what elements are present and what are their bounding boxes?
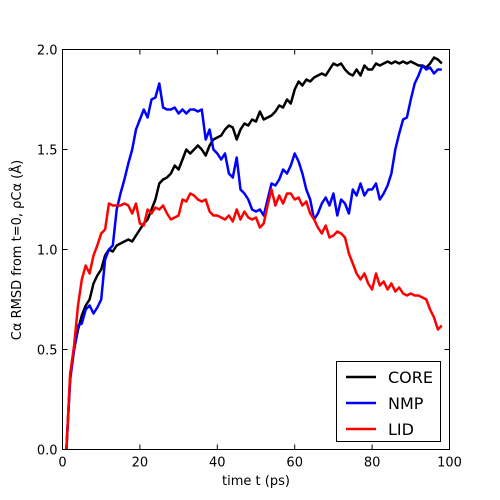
y-tick-label: 1.5 <box>37 144 58 159</box>
y-tick-label: 1.0 <box>37 244 58 259</box>
x-tick-label: 40 <box>209 456 226 471</box>
legend: CORE NMP LID <box>336 361 441 442</box>
x-tick-label: 20 <box>132 456 149 471</box>
y-tick-label: 0.0 <box>37 444 58 459</box>
y-tick-label: 2.0 <box>37 44 58 59</box>
legend-box <box>336 361 441 442</box>
ticks-layer: 0 20 40 60 80 100 0.0 0.5 1.0 1.5 2.0 <box>37 44 462 471</box>
legend-label-lid: LID <box>388 420 414 439</box>
series-line-core <box>65 56 443 450</box>
series-line-lid <box>65 188 443 450</box>
x-tick-label: 80 <box>364 456 381 471</box>
y-tick-label: 0.5 <box>37 344 58 359</box>
x-tick-label: 100 <box>437 456 462 471</box>
x-axis-label: time t (ps) <box>222 474 290 489</box>
x-tick-label: 0 <box>58 456 66 471</box>
series-line-nmp <box>65 64 442 450</box>
legend-label-core: CORE <box>388 368 433 387</box>
x-tick-label: 60 <box>286 456 303 471</box>
y-axis-label: Cα RMSD from t=0, ρCα (Å) <box>9 160 25 340</box>
legend-label-nmp: NMP <box>388 394 424 413</box>
series-layer <box>65 56 443 450</box>
